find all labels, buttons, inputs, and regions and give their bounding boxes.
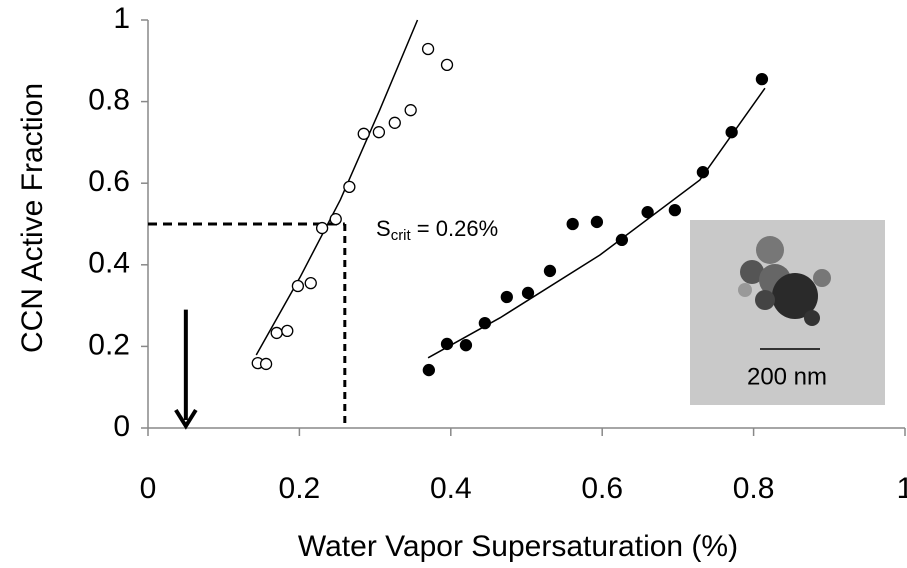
data-point (459, 339, 473, 352)
data-point (500, 290, 513, 304)
y-tick-label: 0 (113, 410, 130, 443)
data-point (259, 357, 273, 371)
x-tick-label: 0.2 (279, 472, 321, 505)
particle (756, 236, 784, 264)
data-point (725, 126, 738, 139)
annotation: Scrit = 0.26% (376, 216, 498, 244)
y-tick-label: 1 (113, 2, 130, 35)
data-point (641, 206, 654, 219)
data-point (668, 203, 682, 217)
particle (738, 283, 752, 297)
x-tick-label: 1 (897, 472, 907, 505)
inset-image: 200 nm (690, 220, 885, 405)
data-point (543, 264, 557, 278)
data-point (404, 104, 417, 117)
data-point (422, 363, 435, 377)
data-point (357, 127, 370, 140)
particle (755, 290, 775, 310)
fit-curve (255, 19, 419, 356)
y-tick-label: 0.6 (88, 165, 130, 198)
annotation-symbol: S (376, 216, 391, 241)
y-axis-title: CCN Active Fraction (16, 83, 49, 353)
data-point (478, 316, 492, 330)
fit-curve (427, 87, 766, 359)
y-tick-label: 0.4 (88, 247, 130, 280)
arrow-head (174, 408, 198, 430)
data-point (521, 286, 535, 300)
data-point (291, 279, 305, 293)
data-point (590, 215, 604, 229)
y-tick-label: 0.8 (88, 84, 130, 117)
x-axis-title: Water Vapor Supersaturation (%) (298, 530, 738, 563)
data-point (755, 73, 769, 86)
particle (772, 273, 818, 319)
data-point (329, 212, 342, 226)
data-point (270, 326, 283, 340)
particle (813, 269, 831, 287)
x-tick-label: 0.8 (733, 472, 775, 505)
data-point (696, 166, 710, 179)
annotation-text: = 0.26% (411, 216, 498, 241)
data-point (281, 324, 294, 338)
y-tick-label: 0.2 (88, 328, 130, 361)
x-tick-label: 0 (140, 472, 157, 505)
scale-label: 200 nm (747, 363, 827, 390)
data-point (440, 337, 454, 351)
data-point (421, 42, 435, 56)
data-point (304, 277, 317, 290)
data-point (372, 126, 386, 139)
annotation-subscript: crit (391, 227, 412, 244)
x-tick-label: 0.6 (581, 472, 623, 505)
data-point (440, 58, 454, 72)
particle (740, 260, 764, 284)
data-point (388, 116, 401, 129)
data-point (343, 180, 356, 194)
x-tick-label: 0.4 (430, 472, 472, 505)
particle (804, 310, 820, 326)
data-point (566, 217, 579, 231)
data-point (315, 221, 329, 235)
data-point (615, 233, 629, 247)
